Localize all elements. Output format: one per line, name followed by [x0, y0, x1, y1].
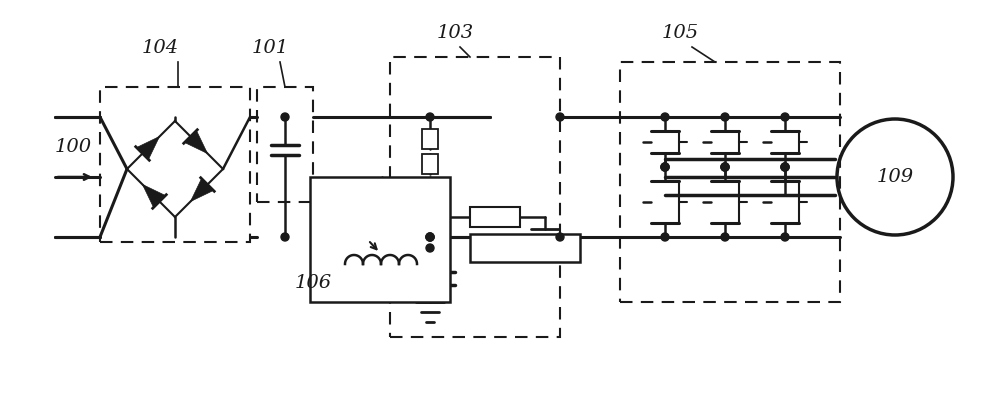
Bar	[257, 87, 313, 202]
Bar	[620, 62, 840, 302]
Bar	[390, 57, 560, 337]
Text: 100: 100	[55, 138, 92, 156]
Circle shape	[781, 163, 789, 171]
Circle shape	[781, 113, 789, 121]
Circle shape	[721, 163, 729, 171]
Text: 101: 101	[251, 39, 289, 57]
Circle shape	[781, 233, 789, 241]
Circle shape	[661, 163, 669, 171]
Bar	[470, 207, 520, 227]
Circle shape	[661, 233, 669, 241]
Circle shape	[721, 163, 729, 171]
Circle shape	[426, 233, 434, 241]
Text: 105: 105	[661, 24, 699, 42]
Circle shape	[281, 113, 289, 121]
Bar	[100, 87, 250, 242]
Circle shape	[661, 163, 669, 171]
Text: 104: 104	[141, 39, 179, 57]
Circle shape	[556, 113, 564, 121]
Circle shape	[281, 233, 289, 241]
Polygon shape	[185, 131, 207, 154]
Polygon shape	[191, 179, 213, 202]
Circle shape	[426, 244, 434, 252]
Circle shape	[661, 113, 669, 121]
Bar	[422, 179, 438, 199]
Bar	[422, 204, 438, 224]
Circle shape	[556, 233, 564, 241]
Circle shape	[426, 233, 434, 241]
Polygon shape	[137, 137, 159, 160]
Text: 106: 106	[295, 274, 332, 292]
Circle shape	[721, 163, 729, 171]
Circle shape	[426, 113, 434, 121]
Circle shape	[781, 163, 789, 171]
Bar	[422, 229, 438, 249]
Circle shape	[721, 113, 729, 121]
Circle shape	[721, 233, 729, 241]
Bar	[422, 129, 438, 149]
Bar	[310, 177, 450, 302]
Bar	[470, 234, 580, 262]
Polygon shape	[143, 185, 165, 207]
Circle shape	[661, 163, 669, 171]
Circle shape	[426, 233, 434, 241]
Bar	[422, 154, 438, 174]
Text: 103: 103	[436, 24, 474, 42]
Text: 109: 109	[876, 168, 914, 186]
Circle shape	[781, 163, 789, 171]
